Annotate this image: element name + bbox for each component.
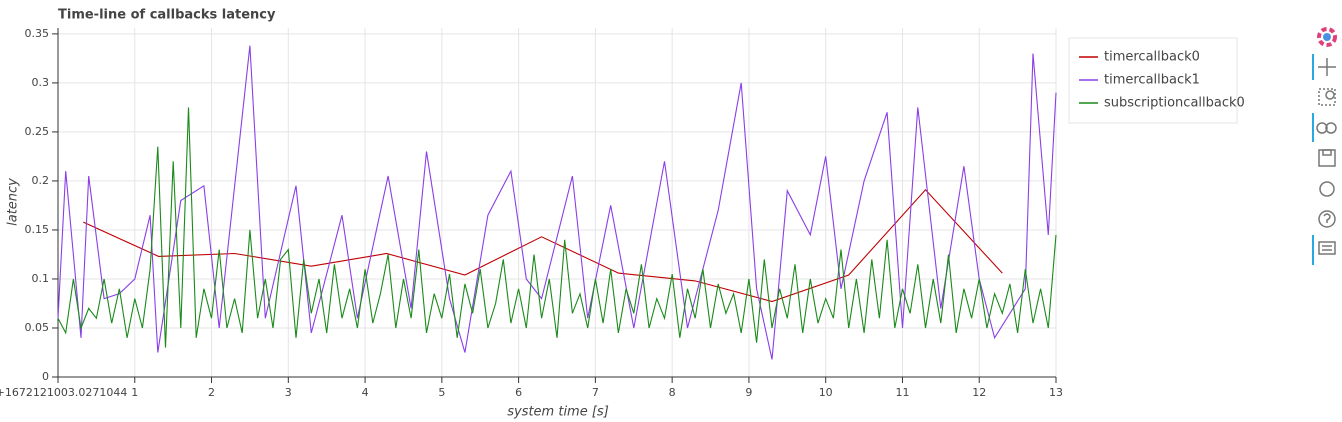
reset-tool[interactable]	[1319, 181, 1335, 197]
x-tick-label: 9	[745, 386, 752, 399]
legend-label: timercallback0	[1104, 50, 1200, 65]
series-line	[83, 188, 1003, 303]
x-tick-label: 1	[131, 386, 138, 399]
y-tick-label: 0	[42, 370, 49, 383]
x-tick-label: 13	[1049, 386, 1063, 399]
x-tick-label: 5	[438, 386, 445, 399]
wheel-zoom-tool[interactable]	[1316, 122, 1337, 134]
help-tool[interactable]	[1318, 210, 1336, 228]
y-tick-label: 0.1	[32, 272, 50, 285]
hover-tool[interactable]	[1318, 241, 1336, 255]
x-tick-label: 12	[972, 386, 986, 399]
x-tick-label: 6	[515, 386, 522, 399]
y-tick-label: 0.15	[25, 223, 50, 236]
x-tick-label: 11	[895, 386, 909, 399]
x-tick-label: 8	[669, 386, 676, 399]
y-tick-label: 0.05	[25, 321, 50, 334]
x-tick-label: 10	[819, 386, 833, 399]
chart-title: Time-line of callbacks latency	[58, 8, 276, 23]
y-axis-label: latency	[6, 178, 21, 226]
y-tick-label: 0.2	[32, 174, 50, 187]
y-tick-label: 0.35	[25, 27, 50, 40]
bokeh-logo[interactable]	[1317, 27, 1337, 47]
legend-label: timercallback1	[1104, 73, 1200, 88]
x-axis-label: system time [s]	[507, 405, 609, 420]
x-tick-label: 0+1672121003.0271044	[0, 386, 127, 399]
save-tool[interactable]	[1318, 149, 1336, 167]
legend-label: subscriptioncallback0	[1104, 96, 1245, 111]
series-line	[57, 45, 1057, 360]
x-tick-label: 7	[592, 386, 599, 399]
grid	[57, 28, 1057, 378]
y-tick-label: 0.3	[32, 76, 50, 89]
box-zoom-tool[interactable]	[1318, 88, 1336, 106]
x-tick-label: 4	[362, 386, 369, 399]
x-tick-label: 3	[285, 386, 292, 399]
y-tick-label: 0.25	[25, 125, 50, 138]
toolbar	[1312, 27, 1337, 265]
x-tick-label: 2	[208, 386, 215, 399]
pan-tool[interactable]	[1318, 58, 1336, 76]
series-line	[57, 107, 1057, 348]
